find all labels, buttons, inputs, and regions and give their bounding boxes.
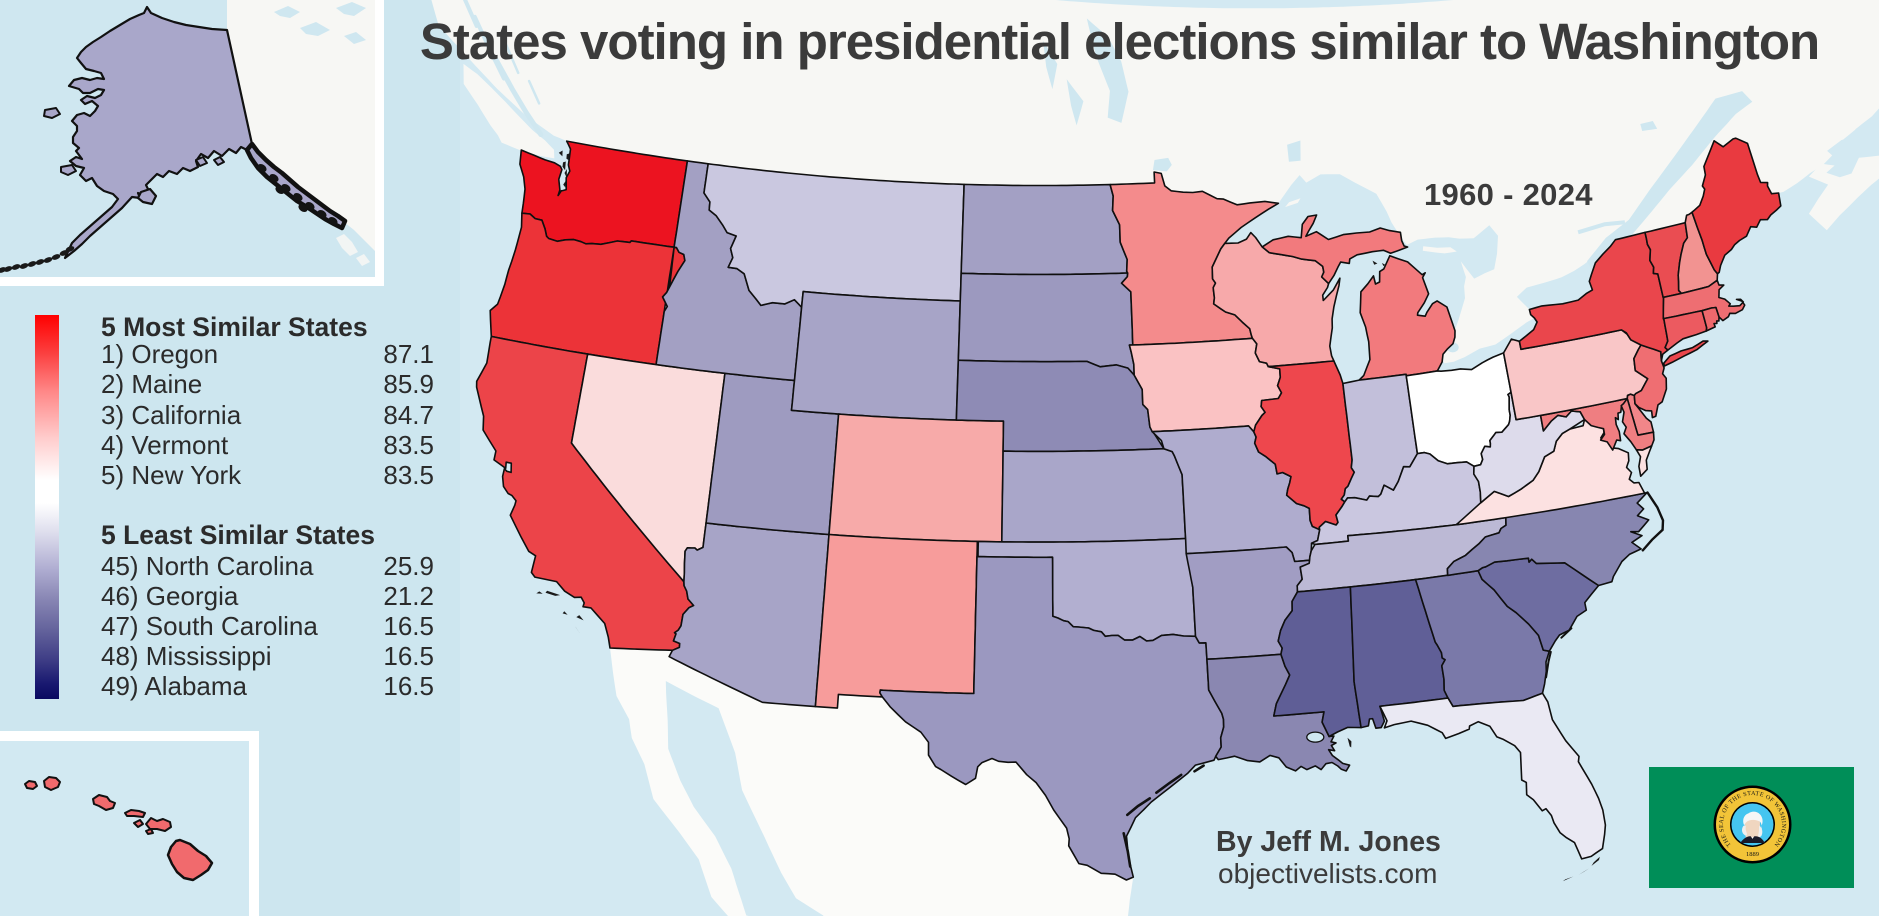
svg-text:1889: 1889 bbox=[1746, 851, 1759, 858]
